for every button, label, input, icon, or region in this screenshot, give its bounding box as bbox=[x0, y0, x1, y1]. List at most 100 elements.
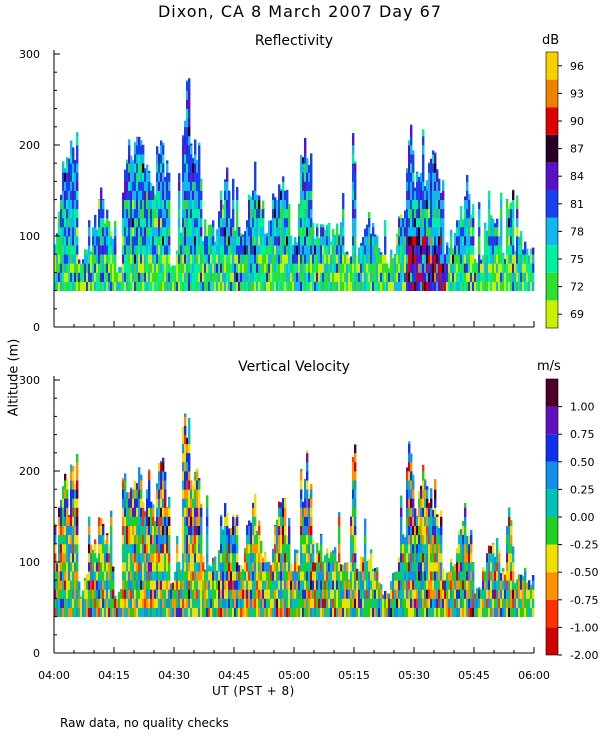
heatmap-cell bbox=[218, 598, 221, 608]
heatmap-cell bbox=[138, 543, 141, 554]
heatmap-cell bbox=[226, 512, 229, 517]
heatmap-cell bbox=[492, 598, 495, 608]
heatmap-cell bbox=[142, 163, 145, 173]
heatmap-cell bbox=[342, 245, 345, 255]
heatmap-cell bbox=[234, 562, 237, 572]
heatmap-cell bbox=[450, 571, 453, 581]
heatmap-cell bbox=[128, 245, 131, 255]
heatmap-cell bbox=[248, 607, 251, 617]
heatmap-cell bbox=[494, 571, 497, 581]
heatmap-cell bbox=[152, 272, 155, 282]
heatmap-cell bbox=[188, 126, 191, 137]
heatmap-cell bbox=[234, 552, 237, 563]
heatmap-cell bbox=[474, 258, 477, 264]
heatmap-cell bbox=[312, 254, 315, 264]
heatmap-cell bbox=[260, 571, 263, 581]
heatmap-cell bbox=[428, 598, 431, 608]
heatmap-cell bbox=[342, 226, 345, 237]
heatmap-cell bbox=[64, 607, 67, 617]
heatmap-cell bbox=[272, 571, 275, 581]
heatmap-cell bbox=[470, 217, 473, 228]
heatmap-cell bbox=[238, 607, 241, 617]
heatmap-cell bbox=[78, 272, 81, 282]
heatmap-cell bbox=[464, 208, 467, 219]
heatmap-cell bbox=[194, 139, 197, 146]
heatmap-cell bbox=[242, 580, 245, 590]
heatmap-cell bbox=[338, 571, 341, 581]
heatmap-cell bbox=[412, 226, 415, 237]
heatmap-cell bbox=[224, 190, 227, 200]
heatmap-cell bbox=[306, 589, 309, 599]
heatmap-cell bbox=[488, 254, 491, 264]
heatmap-cell bbox=[406, 254, 409, 264]
heatmap-cell bbox=[194, 489, 197, 499]
heatmap-cell bbox=[368, 598, 371, 608]
heatmap-cell bbox=[160, 236, 163, 246]
heatmap-cell bbox=[134, 534, 137, 545]
heatmap-cell bbox=[166, 525, 169, 536]
heatmap-cell bbox=[226, 226, 229, 237]
heatmap-cell bbox=[128, 163, 131, 173]
heatmap-cell bbox=[288, 226, 291, 237]
heatmap-cell bbox=[272, 226, 275, 237]
colorbar-label: -0.50 bbox=[570, 566, 598, 579]
heatmap-cell bbox=[302, 217, 305, 228]
heatmap-cell bbox=[76, 489, 79, 499]
heatmap-cell bbox=[264, 598, 267, 608]
heatmap-cell bbox=[162, 571, 165, 581]
heatmap-cell bbox=[64, 480, 67, 490]
heatmap-cell bbox=[464, 226, 467, 237]
heatmap-cell bbox=[432, 543, 435, 554]
colorbar-label: 81 bbox=[570, 198, 584, 211]
heatmap-cell bbox=[530, 598, 533, 608]
heatmap-cell bbox=[416, 263, 419, 273]
heatmap-cell bbox=[274, 236, 277, 246]
heatmap-cell bbox=[174, 272, 177, 282]
heatmap-cell bbox=[334, 547, 337, 554]
heatmap-cell bbox=[414, 272, 417, 282]
heatmap-cell bbox=[472, 217, 475, 228]
heatmap-cell bbox=[60, 236, 63, 246]
heatmap-cell bbox=[272, 208, 275, 219]
heatmap-cell bbox=[276, 571, 279, 581]
heatmap-cell bbox=[200, 607, 203, 617]
heatmap-cell bbox=[82, 598, 85, 608]
heatmap-cell bbox=[166, 507, 169, 508]
heatmap-cell bbox=[202, 263, 205, 273]
heatmap-cell bbox=[318, 281, 321, 291]
heatmap-cell bbox=[442, 217, 445, 228]
heatmap-cell bbox=[504, 598, 507, 608]
heatmap-cell bbox=[190, 217, 193, 228]
heatmap-cell bbox=[132, 163, 135, 173]
heatmap-cell bbox=[70, 254, 73, 264]
heatmap-cell bbox=[248, 534, 251, 545]
heatmap-cell bbox=[436, 254, 439, 264]
heatmap-cell bbox=[222, 272, 225, 282]
heatmap-cell bbox=[516, 589, 519, 599]
heatmap-cell bbox=[184, 154, 187, 164]
heatmap-cell bbox=[304, 571, 307, 581]
heatmap-cell bbox=[406, 226, 409, 237]
heatmap-cell bbox=[200, 571, 203, 581]
heatmap-cell bbox=[156, 489, 159, 499]
heatmap-cell bbox=[402, 218, 405, 228]
heatmap-cell bbox=[256, 598, 259, 608]
heatmap-cell bbox=[250, 589, 253, 599]
heatmap-cell bbox=[352, 498, 355, 508]
heatmap-cell bbox=[354, 598, 357, 608]
heatmap-cell bbox=[166, 199, 169, 210]
heatmap-cell bbox=[352, 562, 355, 572]
heatmap-cell bbox=[492, 236, 495, 246]
heatmap-cell bbox=[410, 263, 413, 273]
heatmap-cell bbox=[354, 552, 357, 563]
heatmap-cell bbox=[430, 543, 433, 554]
heatmap-cell bbox=[476, 588, 479, 590]
heatmap-cell bbox=[70, 498, 73, 508]
heatmap-cell bbox=[156, 217, 159, 228]
heatmap-cell bbox=[354, 507, 357, 517]
heatmap-cell bbox=[442, 226, 445, 237]
heatmap-cell bbox=[130, 543, 133, 554]
heatmap-cell bbox=[424, 498, 427, 508]
heatmap-cell bbox=[402, 543, 405, 554]
heatmap-cell bbox=[374, 589, 377, 599]
